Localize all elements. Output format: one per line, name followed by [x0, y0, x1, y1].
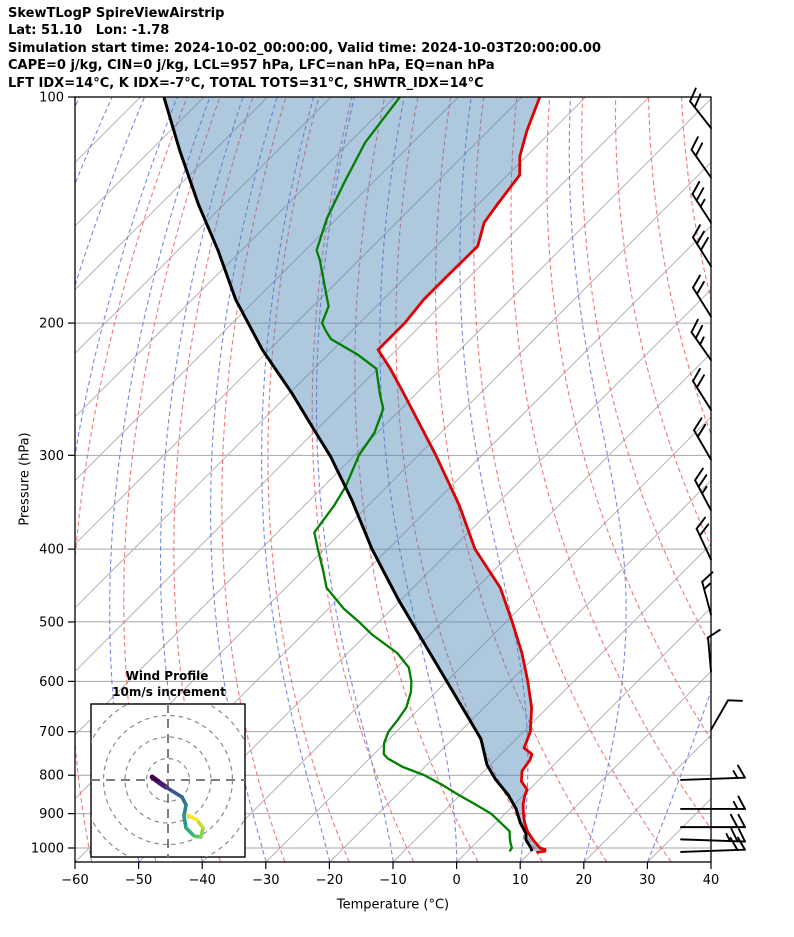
svg-text:10: 10	[512, 873, 529, 888]
pressure-axis-label: Pressure (hPa)	[17, 432, 33, 526]
wind-barb	[710, 699, 743, 731]
wind-barb	[680, 827, 746, 843]
sounding-curves	[162, 97, 547, 854]
svg-text:600: 600	[39, 675, 64, 690]
wind-barb	[680, 764, 746, 781]
hodograph-grid	[91, 704, 245, 857]
header-block: SkewTLogP SpireViewAirstrip Lat: 51.10 L…	[8, 5, 601, 92]
svg-text:1000: 1000	[31, 842, 64, 857]
wind-barb	[692, 274, 712, 318]
hodograph-trace	[149, 774, 205, 839]
svg-text:−50: −50	[125, 873, 152, 888]
svg-text:400: 400	[39, 543, 64, 558]
hodograph-title: Wind Profile	[125, 669, 209, 683]
wind-barb	[690, 318, 712, 361]
chart-title: SkewTLogP SpireViewAirstrip	[8, 6, 225, 21]
temperature-axis-ticks: −60 −50 −40 −30 −20 −10 0 10 20 30 40	[61, 862, 719, 888]
svg-text:−60: −60	[61, 873, 88, 888]
wind-barb	[680, 836, 746, 853]
simulation-time-line: Simulation start time: 2024-10-02_00:00:…	[8, 40, 601, 56]
wind-barb	[701, 571, 714, 616]
wind-barb	[694, 467, 712, 512]
temperature-axis-label: Temperature (°C)	[336, 897, 450, 913]
svg-text:500: 500	[39, 615, 64, 630]
pressure-axis-ticks: 100 200 300 400 500 600 700 800 900 1000	[31, 91, 75, 857]
svg-text:800: 800	[39, 769, 64, 784]
svg-text:40: 40	[703, 873, 720, 888]
parcel-curve	[162, 97, 534, 852]
wind-barbs	[680, 87, 746, 853]
svg-text:−40: −40	[188, 873, 215, 888]
cape-cin-line: CAPE=0 j/kg, CIN=0 j/kg, LCL=957 hPa, LF…	[8, 58, 495, 74]
wind-barb	[680, 795, 746, 810]
wind-barb	[693, 417, 712, 461]
wind-barb	[691, 180, 712, 224]
wind-barb	[692, 367, 712, 411]
svg-text:900: 900	[39, 807, 64, 822]
svg-text:−10: −10	[379, 873, 406, 888]
svg-text:−20: −20	[316, 873, 343, 888]
svg-text:100: 100	[39, 91, 64, 106]
svg-text:700: 700	[39, 725, 64, 740]
wind-barb	[707, 629, 721, 673]
wind-barb	[680, 813, 746, 829]
indices-line: LFT IDX=14°C, K IDX=-7°C, TOTAL TOTS=31°…	[8, 75, 484, 91]
hodograph-inset	[90, 703, 246, 858]
cape-shade-area	[163, 97, 545, 853]
svg-text:200: 200	[39, 317, 64, 332]
dewpoint-curve	[313, 97, 514, 852]
svg-text:300: 300	[39, 449, 64, 464]
svg-text:−30: −30	[252, 873, 279, 888]
temperature-curve	[376, 97, 547, 854]
wind-barb	[690, 136, 712, 179]
wind-barb	[689, 87, 712, 130]
svg-text:30: 30	[639, 873, 656, 888]
hodograph-subtitle: 10m/s increment	[112, 685, 226, 699]
wind-barb	[692, 224, 712, 268]
wind-barb	[695, 516, 712, 561]
svg-text:20: 20	[576, 873, 593, 888]
latlon-line: Lat: 51.10 Lon: -1.78	[8, 23, 170, 39]
svg-text:0: 0	[452, 873, 460, 888]
